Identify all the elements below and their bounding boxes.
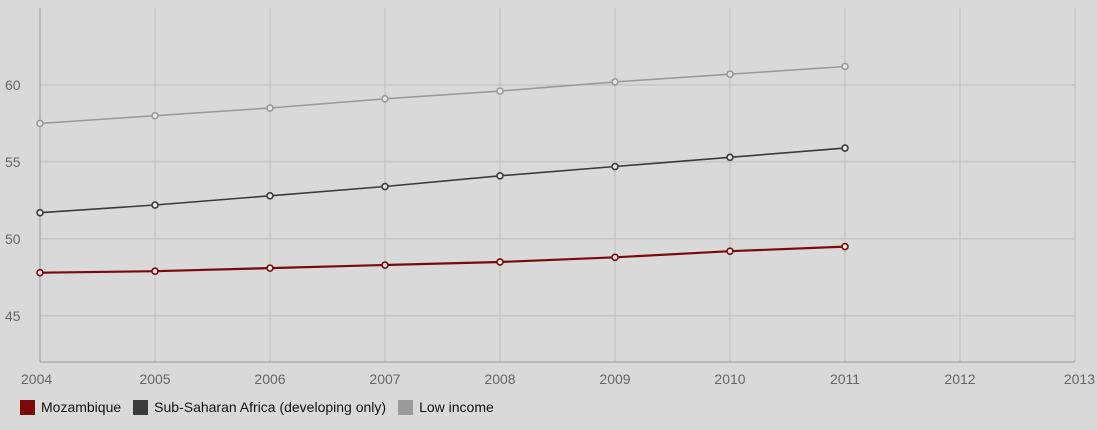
x-tick-label-2010: 2010: [714, 371, 745, 387]
data-point-mozambique-2006[interactable]: [266, 264, 274, 272]
y-tick-label-55: 55: [5, 154, 21, 170]
data-point-sub-saharan-africa-developing-only-2006[interactable]: [266, 191, 274, 200]
series-line-low-income: [39, 65, 846, 125]
x-tick-label-2012: 2012: [944, 371, 975, 387]
x-tick-label-2007: 2007: [369, 371, 400, 387]
legend-item-mozambique[interactable]: Mozambique: [20, 399, 121, 415]
legend-item-low-income[interactable]: Low income: [398, 399, 494, 415]
axes: [39, 8, 1075, 363]
legend-swatch: [20, 399, 35, 415]
legend-label: Mozambique: [41, 399, 122, 415]
series-layer: [36, 62, 849, 277]
legend-label: Low income: [419, 399, 494, 415]
legend-swatch: [133, 399, 149, 415]
legend-item-sub-saharan-africa-developing-only[interactable]: Sub-Saharan Africa (developing only): [133, 399, 386, 415]
grid: [39, 8, 1076, 362]
x-tick-label-2009: 2009: [599, 371, 630, 387]
data-point-sub-saharan-africa-developing-only-2008[interactable]: [496, 171, 504, 180]
data-point-mozambique-2010[interactable]: [726, 247, 734, 255]
data-point-low-income-2006[interactable]: [266, 104, 274, 112]
data-point-low-income-2004[interactable]: [36, 119, 44, 128]
data-point-sub-saharan-africa-developing-only-2004[interactable]: [36, 208, 44, 217]
data-point-mozambique-2005[interactable]: [151, 267, 159, 275]
data-point-sub-saharan-africa-developing-only-2005[interactable]: [151, 201, 159, 209]
data-point-mozambique-2008[interactable]: [496, 258, 504, 266]
x-tick-label-2011: 2011: [830, 371, 860, 387]
x-tick-label-2004: 2004: [21, 371, 52, 387]
x-tick-label-2005: 2005: [139, 371, 170, 387]
legend-label: Sub-Saharan Africa (developing only): [154, 399, 387, 415]
data-point-mozambique-2007[interactable]: [381, 261, 389, 269]
data-point-low-income-2011[interactable]: [841, 62, 849, 71]
legend-swatch: [398, 399, 414, 415]
x-tick-label-2006: 2006: [254, 371, 285, 387]
data-point-low-income-2005[interactable]: [151, 111, 159, 120]
x-tick-label-2013: 2013: [1064, 371, 1095, 387]
data-point-mozambique-2009[interactable]: [611, 253, 619, 262]
data-point-low-income-2007[interactable]: [381, 95, 389, 103]
y-tick-label-50: 50: [5, 231, 21, 247]
data-point-mozambique-2011[interactable]: [841, 242, 849, 251]
x-tick-label-2008: 2008: [484, 371, 515, 387]
data-point-sub-saharan-africa-developing-only-2011[interactable]: [841, 144, 849, 152]
tick-labels: 2004 2005 2006 2007 2008 2009 2010 2011 2012 2013…: [5, 77, 1095, 387]
data-point-low-income-2010[interactable]: [726, 70, 734, 78]
y-tick-label-60: 60: [5, 77, 21, 93]
series-line-sub-saharan-africa-developing-only: [39, 147, 846, 214]
legend: Mozambique Sub-Saharan Africa (developing…: [20, 399, 506, 415]
data-point-sub-saharan-africa-developing-only-2007[interactable]: [381, 182, 389, 191]
data-point-low-income-2008[interactable]: [496, 87, 504, 95]
series-line-mozambique: [39, 245, 846, 274]
data-point-low-income-2009[interactable]: [611, 78, 619, 86]
data-point-mozambique-2004[interactable]: [36, 268, 44, 277]
data-point-sub-saharan-africa-developing-only-2009[interactable]: [611, 162, 619, 171]
y-tick-label-45: 45: [5, 308, 21, 324]
data-point-sub-saharan-africa-developing-only-2010[interactable]: [726, 153, 734, 162]
